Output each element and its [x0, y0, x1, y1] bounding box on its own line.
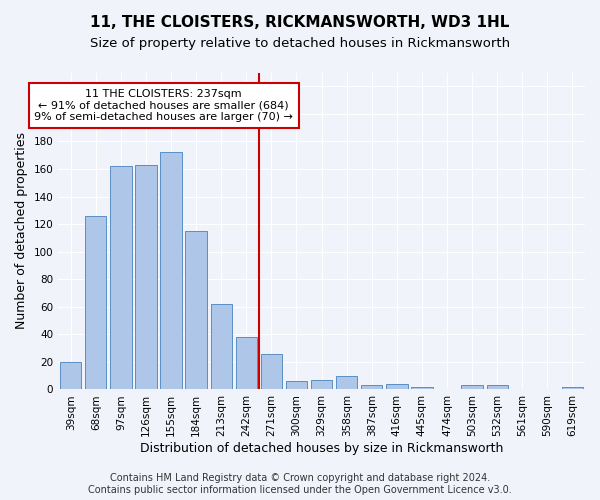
X-axis label: Distribution of detached houses by size in Rickmansworth: Distribution of detached houses by size … [140, 442, 503, 455]
Bar [461, 386, 483, 390]
Bar [562, 386, 583, 390]
Bar [311, 380, 332, 390]
Bar [411, 386, 433, 390]
Bar [261, 354, 282, 390]
Bar [60, 362, 82, 390]
Bar [286, 381, 307, 390]
Text: Contains HM Land Registry data © Crown copyright and database right 2024.
Contai: Contains HM Land Registry data © Crown c… [88, 474, 512, 495]
Bar [185, 231, 207, 390]
Text: Size of property relative to detached houses in Rickmansworth: Size of property relative to detached ho… [90, 38, 510, 51]
Text: 11 THE CLOISTERS: 237sqm
← 91% of detached houses are smaller (684)
9% of semi-d: 11 THE CLOISTERS: 237sqm ← 91% of detach… [34, 89, 293, 122]
Text: 11, THE CLOISTERS, RICKMANSWORTH, WD3 1HL: 11, THE CLOISTERS, RICKMANSWORTH, WD3 1H… [91, 15, 509, 30]
Bar [211, 304, 232, 390]
Bar [386, 384, 407, 390]
Bar [160, 152, 182, 390]
Bar [110, 166, 131, 390]
Bar [487, 386, 508, 390]
Bar [361, 386, 382, 390]
Bar [136, 165, 157, 390]
Bar [336, 376, 358, 390]
Y-axis label: Number of detached properties: Number of detached properties [15, 132, 28, 330]
Bar [85, 216, 106, 390]
Bar [236, 337, 257, 390]
